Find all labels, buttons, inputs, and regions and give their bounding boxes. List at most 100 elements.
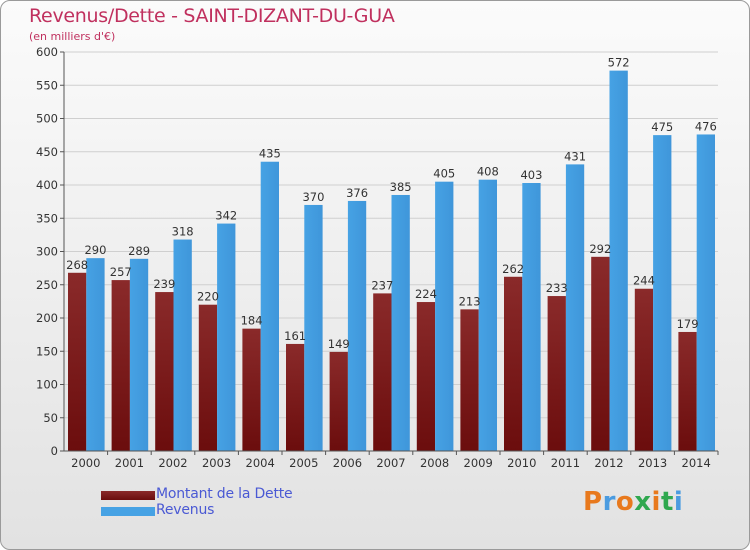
bar-revenus <box>129 258 149 451</box>
axes: 0 50 100 150 200 250 300 350 400 450 500 550 600 2000… <box>36 45 719 470</box>
logo-letter: t <box>660 487 674 517</box>
data-label-revenus: 476 <box>695 119 717 133</box>
bars <box>68 70 715 452</box>
x-tick-label: 2006 <box>333 456 362 470</box>
data-label-revenus: 342 <box>215 209 237 223</box>
x-tick-label: 2007 <box>376 456 405 470</box>
bar-dette <box>460 309 479 451</box>
bar-dette <box>329 351 348 451</box>
bar-dette <box>591 256 610 451</box>
bar-dette <box>68 272 87 451</box>
bar-dette <box>242 328 261 451</box>
bar-revenus <box>565 164 585 451</box>
data-label-revenus: 403 <box>520 168 542 182</box>
logo-letter: i <box>673 487 684 517</box>
x-tick-label: 2002 <box>158 456 187 470</box>
x-tick-label: 2001 <box>115 456 144 470</box>
data-label-revenus: 370 <box>302 190 324 204</box>
data-label-revenus: 289 <box>128 244 150 258</box>
data-label-revenus: 475 <box>651 120 673 134</box>
data-label-dette: 184 <box>241 314 263 328</box>
data-label-dette: 239 <box>153 277 175 291</box>
y-tick-label: 200 <box>36 311 58 325</box>
data-label-revenus: 385 <box>390 180 412 194</box>
data-label-revenus: 290 <box>84 243 106 257</box>
data-label-dette: 244 <box>633 274 655 288</box>
x-tick-label: 2009 <box>464 456 493 470</box>
legend-label-dette: Montant de la Dette <box>156 486 293 502</box>
data-label-dette: 213 <box>459 294 481 308</box>
bar-revenus <box>391 194 410 451</box>
logo-letter: x <box>634 487 652 517</box>
bar-revenus <box>435 181 454 452</box>
legend-label-revenus: Revenus <box>156 502 215 518</box>
bar-revenus <box>173 239 192 451</box>
bar-revenus <box>522 183 541 451</box>
bar-revenus <box>478 179 497 451</box>
y-tick-label: 350 <box>36 211 58 225</box>
data-label-dette: 149 <box>328 337 350 351</box>
data-label-dette: 179 <box>677 317 699 331</box>
chart-title: Revenus/Dette - SAINT-DIZANT-DU-GUA <box>29 5 395 27</box>
y-tick-label: 500 <box>36 112 58 126</box>
y-tick-label: 400 <box>36 178 58 192</box>
data-label-dette: 161 <box>284 329 306 343</box>
bar-revenus <box>217 223 236 451</box>
data-label-dette: 224 <box>415 287 437 301</box>
x-tick-label: 2012 <box>594 456 623 470</box>
x-tick-label: 2005 <box>289 456 318 470</box>
bar-revenus <box>304 204 323 451</box>
bar-dette <box>416 302 436 451</box>
proxiti-logo: Proxiti <box>583 487 683 517</box>
x-tick-label: 2008 <box>420 456 449 470</box>
logo-letter: i <box>651 487 661 517</box>
bar-revenus <box>653 135 672 451</box>
bar-dette <box>678 331 697 451</box>
logo-letter: o <box>615 487 635 517</box>
bar-dette <box>111 280 130 451</box>
data-label-dette: 220 <box>197 290 219 304</box>
logo-letter: r <box>602 487 616 517</box>
data-label-dette: 262 <box>502 262 524 276</box>
y-tick-label: 0 <box>51 444 58 458</box>
y-tick-label: 150 <box>36 344 58 358</box>
data-label-revenus: 318 <box>172 225 194 239</box>
chart-subtitle: (en milliers d'€) <box>29 30 116 43</box>
y-tick-label: 450 <box>36 145 58 159</box>
bar-dette <box>286 343 305 451</box>
data-label-revenus: 435 <box>259 147 281 161</box>
y-tick-label: 300 <box>36 245 58 259</box>
bar-revenus <box>86 258 105 451</box>
data-label-revenus: 405 <box>433 167 455 181</box>
y-tick-label: 100 <box>36 378 58 392</box>
x-tick-label: 2003 <box>202 456 231 470</box>
data-label-revenus: 376 <box>346 186 368 200</box>
y-tick-label: 550 <box>36 78 58 92</box>
data-label-dette: 233 <box>546 281 568 295</box>
x-tick-label: 2010 <box>507 456 536 470</box>
bar-revenus <box>347 200 367 451</box>
data-label-dette: 257 <box>110 265 132 279</box>
bar-dette <box>373 293 392 451</box>
y-tick-label: 250 <box>36 278 58 292</box>
bar-revenus <box>696 134 715 451</box>
logo-letter: P <box>583 487 603 517</box>
data-label-dette: 237 <box>371 278 393 292</box>
bar-revenus <box>260 161 279 451</box>
y-tick-label: 600 <box>36 45 58 59</box>
bar-dette <box>198 304 218 451</box>
bar-dette <box>155 292 174 451</box>
x-tick-label: 2013 <box>638 456 667 470</box>
bar-dette <box>634 288 654 451</box>
data-label-revenus: 431 <box>564 149 586 163</box>
x-tick-label: 2004 <box>246 456 275 470</box>
x-tick-label: 2014 <box>682 456 711 470</box>
data-label-dette: 268 <box>66 258 88 272</box>
data-label-revenus: 408 <box>477 165 499 179</box>
bar-dette <box>504 276 523 451</box>
x-tick-label: 2000 <box>71 456 100 470</box>
data-label-dette: 292 <box>589 242 611 256</box>
